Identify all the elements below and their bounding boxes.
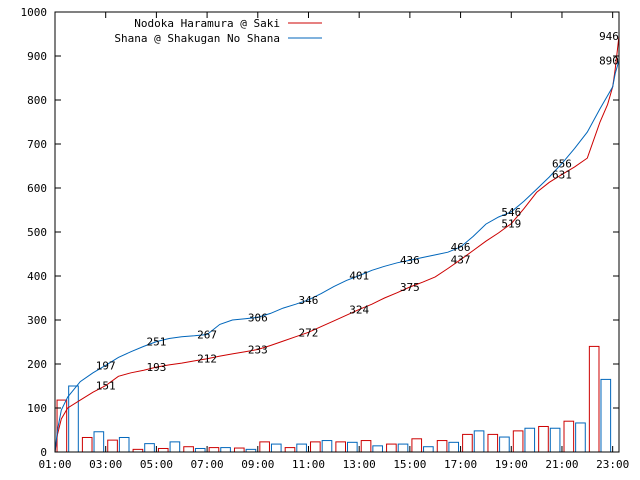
y-tick-label: 400 — [27, 270, 47, 283]
point-label-nodoka: 946 — [599, 30, 619, 43]
y-tick-label: 100 — [27, 402, 47, 415]
x-tick-label: 23:00 — [596, 458, 629, 471]
hourly-bar-nodoka — [233, 447, 245, 453]
hourly-bar-shana — [423, 446, 434, 453]
point-label-shana: 401 — [349, 270, 369, 283]
x-tick-label: 05:00 — [140, 458, 173, 471]
point-label-shana: 197 — [96, 359, 116, 372]
x-tick-label: 11:00 — [292, 458, 325, 471]
y-tick-label: 900 — [27, 50, 47, 63]
x-tick-label: 19:00 — [495, 458, 528, 471]
hourly-bar-nodoka — [284, 447, 296, 453]
hourly-bar-shana — [270, 443, 282, 453]
x-axis: 01:00 03:00 05:00 07:00 09:00 11:00 13:00 15:00… — [38, 12, 629, 471]
point-label-nodoka: 519 — [501, 218, 521, 231]
hourly-bar-shana — [144, 443, 155, 453]
hourly-bar-nodoka — [563, 420, 575, 453]
hourly-bar-nodoka — [436, 440, 448, 453]
point-label-nodoka: 233 — [248, 343, 268, 356]
y-tick-label: 300 — [27, 314, 47, 327]
point-label-shana: 267 — [197, 329, 217, 342]
hourly-bar-shana — [600, 378, 612, 453]
hourly-bar-nodoka — [259, 441, 270, 453]
hourly-bar-shana — [118, 436, 130, 453]
series-line-shana — [54, 60, 620, 453]
hourly-bar-shana — [397, 443, 409, 453]
y-tick-label: 500 — [27, 226, 47, 239]
hourly-bar-shana — [473, 430, 485, 453]
y-tick-label: 800 — [27, 94, 47, 107]
point-label-shana: 346 — [299, 294, 319, 307]
x-tick-label: 03:00 — [89, 458, 122, 471]
legend-label-shana: Shana @ Shakugan No Shana — [114, 32, 280, 45]
hourly-bar-nodoka — [310, 441, 321, 453]
x-tick-label: 07:00 — [191, 458, 224, 471]
point-label-nodoka: 193 — [146, 361, 166, 374]
y-tick-label: 700 — [27, 138, 47, 151]
hourly-bar-shana — [296, 443, 307, 453]
hourly-bar-shana — [93, 431, 105, 453]
y-tick-label: 1000 — [21, 6, 48, 19]
point-label-shana: 251 — [146, 336, 166, 349]
hourly-bars — [56, 345, 612, 453]
hourly-bar-shana — [448, 441, 460, 453]
y-axis: 0 100 200 300 400 500 600 700 800 900 1000 — [21, 6, 619, 459]
x-tick-label: 17:00 — [444, 458, 477, 471]
x-tick-label: 13:00 — [343, 458, 376, 471]
hourly-bar-nodoka — [81, 436, 93, 453]
cumulative-lines — [54, 35, 620, 453]
hourly-bar-nodoka — [462, 433, 473, 453]
hourly-bar-shana — [194, 447, 206, 453]
hourly-bar-nodoka — [208, 447, 220, 453]
hourly-bar-nodoka — [411, 438, 423, 453]
hourly-bar-nodoka — [386, 443, 397, 453]
point-label-shana: 656 — [552, 157, 572, 170]
x-tick-label: 15:00 — [393, 458, 426, 471]
hourly-bar-shana — [68, 385, 79, 453]
legend: Nodoka Haramura @ Saki Shana @ Shakugan … — [114, 17, 322, 45]
hourly-bar-nodoka — [107, 439, 118, 453]
hourly-bar-shana — [169, 441, 181, 453]
series-line-nodoka — [54, 35, 620, 453]
hourly-bar-shana — [499, 436, 510, 453]
hourly-bar-shana — [220, 447, 231, 453]
hourly-bar-nodoka — [157, 447, 169, 453]
hourly-bar-nodoka — [360, 440, 372, 453]
point-label-nodoka: 212 — [197, 353, 217, 366]
plot-frame — [54, 11, 620, 453]
hourly-bar-nodoka — [538, 425, 549, 453]
hourly-bar-nodoka — [487, 433, 499, 453]
hourly-bar-shana — [321, 440, 333, 453]
point-label-nodoka: 631 — [552, 168, 572, 181]
legend-label-nodoka: Nodoka Haramura @ Saki — [134, 17, 280, 30]
x-tick-label: 09:00 — [241, 458, 274, 471]
hourly-bar-shana — [347, 441, 358, 453]
hourly-bar-shana — [372, 445, 383, 453]
point-label-shana: 306 — [248, 311, 268, 324]
point-labels: 151 193 212 233 272 324 375 437 519 631 946 197 251 2… — [96, 30, 619, 393]
point-label-nodoka: 272 — [299, 326, 319, 339]
point-label-nodoka: 437 — [451, 254, 471, 267]
point-label-nodoka: 375 — [400, 281, 420, 294]
hourly-bar-nodoka — [512, 430, 524, 453]
point-label-shana: 466 — [451, 241, 471, 254]
hourly-bar-shana — [524, 427, 536, 453]
x-tick-label: 01:00 — [38, 458, 71, 471]
hourly-bar-shana — [549, 427, 561, 453]
point-label-shana: 436 — [400, 254, 420, 267]
hourly-bar-nodoka — [335, 441, 347, 453]
hourly-bar-nodoka — [183, 446, 194, 453]
hourly-bar-shana — [575, 422, 586, 453]
point-label-nodoka: 151 — [96, 380, 116, 393]
y-tick-label: 200 — [27, 358, 47, 371]
y-tick-label: 0 — [40, 446, 47, 459]
point-label-shana: 890 — [599, 54, 619, 67]
hourly-bar-nodoka — [588, 345, 600, 453]
point-label-nodoka: 324 — [349, 303, 369, 316]
x-tick-label: 21:00 — [545, 458, 578, 471]
y-tick-label: 600 — [27, 182, 47, 195]
point-label-shana: 546 — [501, 206, 521, 219]
